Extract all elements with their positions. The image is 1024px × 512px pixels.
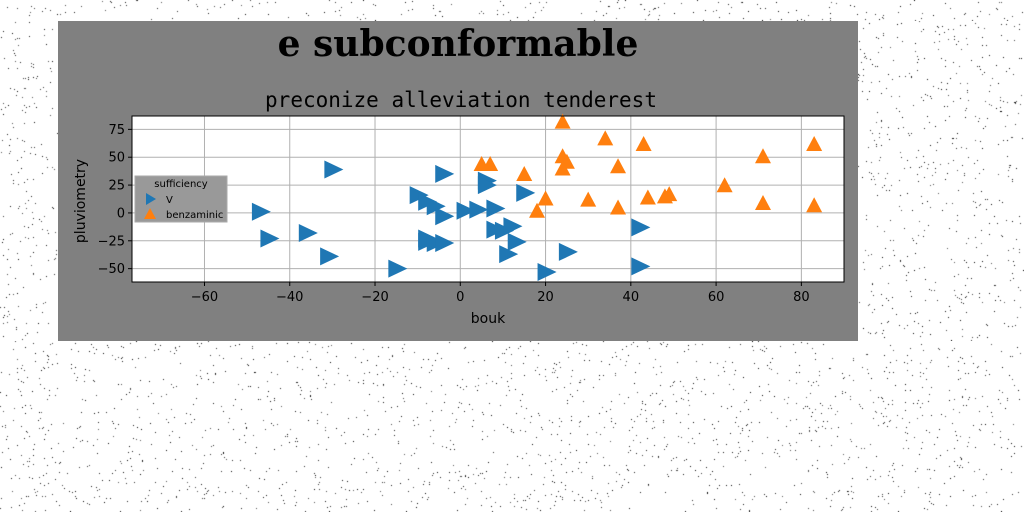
- legend-label-v: V: [166, 195, 173, 206]
- data-point-benzaminic: [806, 135, 823, 151]
- axis-ticks: −60 −40 −20 0 20 40 60 80 −50 −25 0 25 50 75: [98, 123, 810, 305]
- x-tick-label: −20: [361, 290, 388, 305]
- data-points: [251, 113, 823, 281]
- data-point-benzaminic: [610, 158, 627, 174]
- data-point-v: [251, 202, 271, 221]
- y-tick-label: 25: [108, 179, 125, 194]
- data-point-benzaminic: [537, 190, 554, 206]
- data-point-v: [456, 201, 476, 220]
- data-point-benzaminic: [639, 189, 656, 205]
- legend-title: sufficiency: [154, 179, 207, 190]
- data-point-v: [260, 229, 280, 248]
- data-point-benzaminic: [716, 177, 733, 193]
- data-point-benzaminic: [529, 202, 546, 218]
- data-point-v: [507, 232, 527, 251]
- y-tick-label: 50: [108, 151, 125, 166]
- legend-label-benzaminic: benzaminic: [166, 210, 223, 221]
- data-point-v: [435, 234, 455, 253]
- x-tick-label: 40: [623, 290, 640, 305]
- data-point-v: [537, 262, 557, 281]
- x-tick-label: 0: [456, 290, 464, 305]
- chart-title: preconize alleviation tenderest: [265, 88, 657, 112]
- data-point-benzaminic: [597, 130, 614, 146]
- legend-marker-benzaminic: [144, 208, 156, 219]
- chart-legend: sufficiency V benzaminic: [134, 175, 228, 223]
- legend-marker-v: [146, 193, 156, 205]
- data-point-v: [503, 217, 523, 236]
- data-point-benzaminic: [754, 195, 771, 211]
- data-point-benzaminic: [554, 113, 571, 129]
- data-point-v: [435, 164, 455, 183]
- x-tick-label: −40: [276, 290, 303, 305]
- data-point-benzaminic: [516, 166, 533, 182]
- data-point-benzaminic: [610, 199, 627, 215]
- data-point-benzaminic: [661, 186, 678, 202]
- plot-frame: [131, 115, 845, 283]
- data-point-v: [324, 160, 344, 179]
- data-point-v: [499, 245, 519, 264]
- data-point-benzaminic: [482, 156, 499, 172]
- data-point-benzaminic: [806, 197, 823, 213]
- data-point-v: [469, 200, 489, 219]
- data-point-benzaminic: [635, 135, 652, 151]
- data-point-v: [298, 223, 318, 242]
- x-tick-label: 80: [793, 290, 810, 305]
- data-point-benzaminic: [580, 191, 597, 207]
- x-tick-label: 60: [708, 290, 725, 305]
- data-point-v: [320, 247, 340, 266]
- figure-suptitle: e subconformable: [277, 23, 639, 65]
- y-tick-label: 75: [108, 123, 125, 138]
- scatter-chart: preconize alleviation tenderest −60 −40 −2…: [73, 88, 845, 327]
- data-point-v: [631, 218, 651, 237]
- data-point-v: [516, 183, 536, 202]
- data-point-benzaminic: [754, 148, 771, 164]
- data-point-v: [558, 242, 578, 261]
- x-tick-label: 20: [537, 290, 554, 305]
- data-point-v: [388, 259, 408, 278]
- data-point-v: [435, 207, 455, 226]
- data-point-v: [477, 176, 497, 195]
- x-tick-label: −60: [191, 290, 218, 305]
- y-tick-label: −50: [98, 262, 125, 277]
- y-tick-label: 0: [117, 206, 125, 221]
- data-point-benzaminic: [554, 160, 571, 176]
- data-point-v: [426, 197, 446, 216]
- figure-panel: e subconformable preconize alleviation t…: [58, 21, 858, 341]
- y-tick-label: −25: [98, 234, 125, 249]
- data-point-v: [631, 257, 651, 276]
- y-axis-label: pluviometry: [73, 159, 89, 243]
- data-point-v: [486, 199, 506, 218]
- plot-area: [131, 115, 845, 283]
- x-axis-label: bouk: [471, 311, 506, 327]
